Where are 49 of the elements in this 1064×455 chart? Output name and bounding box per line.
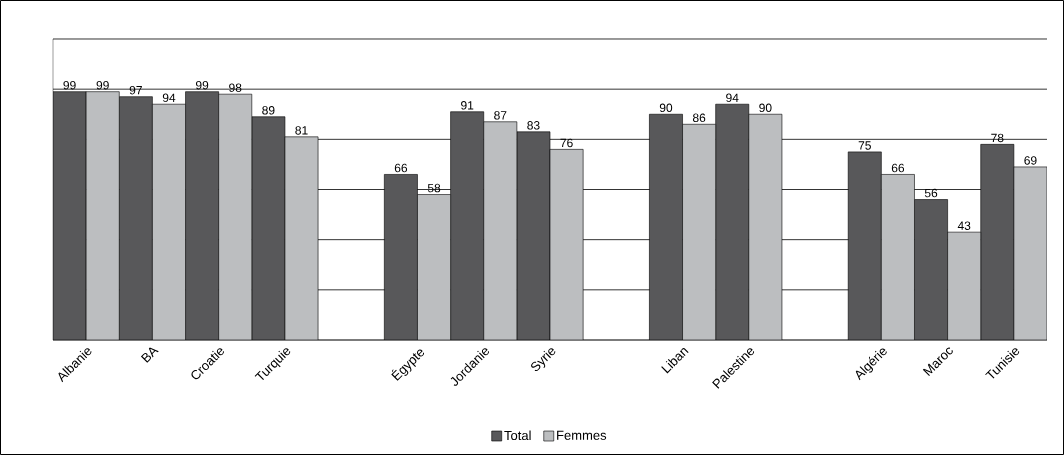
bar [848,151,882,340]
bar [417,194,451,340]
data-label: 66 [394,163,408,173]
bar [914,199,948,340]
data-label: 94 [726,93,739,103]
bar [516,131,550,340]
data-label: 98 [229,83,242,92]
bar [980,144,1015,340]
data-label: 99 [96,80,109,90]
legend-label: Femmes [557,430,607,440]
bar [218,94,252,340]
bar [1013,166,1048,340]
data-label: 43 [957,221,971,230]
data-label: 90 [759,103,772,113]
bar [748,114,782,340]
bar [881,174,915,340]
bar [284,136,319,340]
bar [251,116,285,340]
legend-label: Total [504,430,531,441]
x-tick-label: BA [140,347,159,363]
data-label: 76 [560,138,573,148]
bar [152,104,186,340]
bar [450,111,484,340]
data-label: 69 [1024,156,1037,165]
data-label: 81 [295,126,308,135]
data-label: 87 [494,111,507,120]
data-label: 89 [262,106,275,115]
data-label: 75 [858,141,871,150]
bar [53,91,87,340]
data-label: 86 [692,113,706,123]
bar [119,96,153,340]
data-label: 90 [659,103,673,113]
data-label: 99 [195,80,209,90]
data-label: 56 [924,188,938,198]
bar [947,232,981,340]
bar [185,91,219,340]
bar [715,104,749,340]
bar [649,114,683,340]
bar [550,149,584,340]
data-label: 66 [891,163,905,173]
data-label: 83 [527,121,540,130]
bar [86,91,120,340]
data-label: 97 [129,86,142,95]
bar [682,124,716,340]
bar [384,174,418,340]
data-label: 94 [162,93,176,103]
data-label: 91 [461,101,474,110]
data-label: 99 [63,80,76,90]
bar [483,121,517,340]
